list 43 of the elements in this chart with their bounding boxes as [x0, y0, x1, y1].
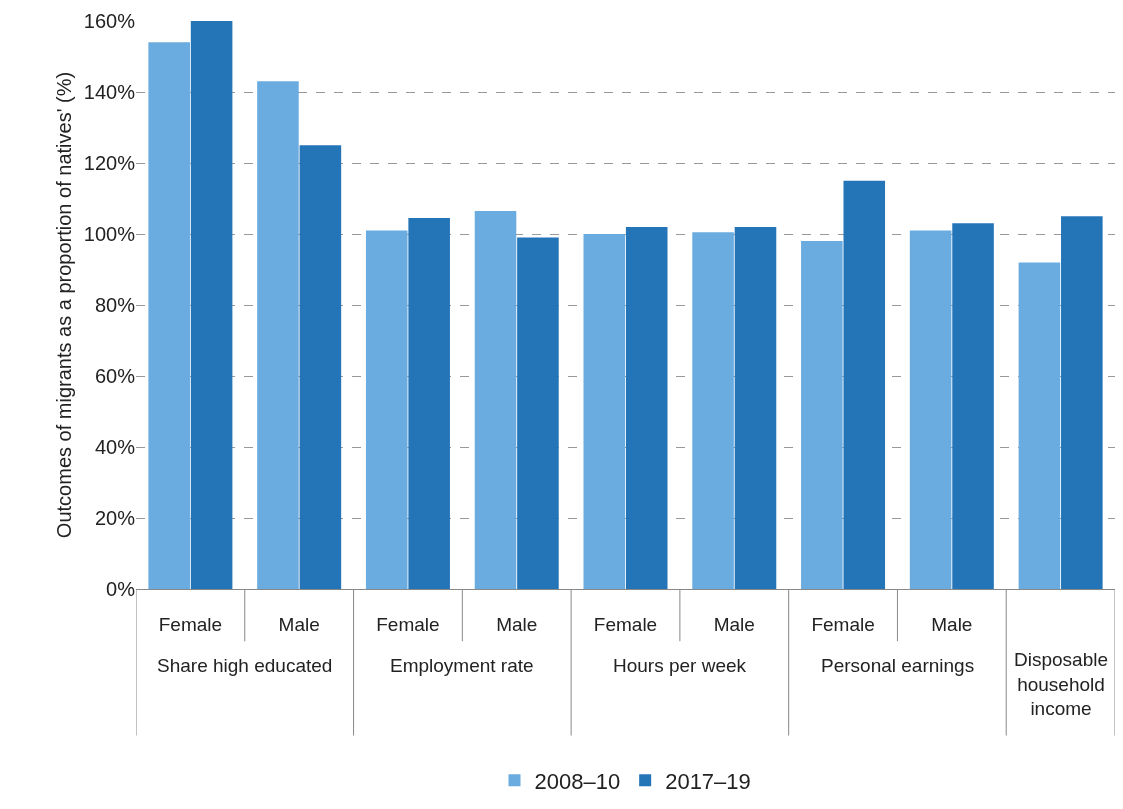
y-tick-label: 100% — [83, 223, 136, 245]
bar — [1018, 262, 1061, 589]
bar — [583, 234, 626, 589]
bar — [190, 21, 233, 589]
bar — [148, 42, 190, 589]
bar — [801, 241, 843, 589]
y-tick-label: 140% — [83, 81, 136, 103]
text: Disposable household income — [1014, 649, 1108, 720]
x-tick-label: Female — [376, 613, 440, 635]
x-tick-label: Male — [278, 613, 320, 635]
y-tick-label: 120% — [83, 152, 136, 174]
x-tick-label: Female — [593, 613, 658, 635]
bar — [692, 232, 734, 589]
legend-label: 2008–10 — [534, 768, 621, 794]
bar — [625, 226, 668, 589]
y-tick-label: 40% — [94, 436, 136, 458]
y-tick-label: 80% — [94, 294, 136, 316]
bar — [909, 230, 952, 589]
bar — [474, 210, 517, 589]
x-tick-label: Female — [158, 613, 223, 635]
x-tick-label: Male — [496, 613, 538, 635]
text: Hours per week — [613, 655, 747, 676]
bar — [1061, 216, 1103, 589]
bar — [299, 145, 342, 589]
bar — [734, 226, 777, 589]
text: Employment rate — [390, 655, 534, 676]
bar — [517, 237, 559, 589]
y-tick-label: 20% — [94, 507, 136, 529]
bar — [952, 223, 994, 589]
x-tick-label: Male — [931, 613, 973, 635]
bar — [257, 81, 299, 589]
bar — [365, 230, 408, 589]
text: Share high educated — [157, 655, 333, 676]
legend-label: 2017–19 — [665, 768, 751, 794]
y-tick-label: 160% — [83, 10, 136, 32]
y-tick-label: 60% — [94, 365, 136, 387]
bar — [843, 180, 886, 589]
text: Personal earnings — [821, 655, 975, 676]
bar — [408, 218, 450, 589]
y-axis-title: Outcomes of migrants as a proportion of natives' (%) — [53, 71, 76, 539]
y-tick-label: 0% — [106, 578, 136, 600]
x-tick-label: Male — [713, 613, 755, 635]
x-tick-label: Female — [811, 613, 875, 635]
